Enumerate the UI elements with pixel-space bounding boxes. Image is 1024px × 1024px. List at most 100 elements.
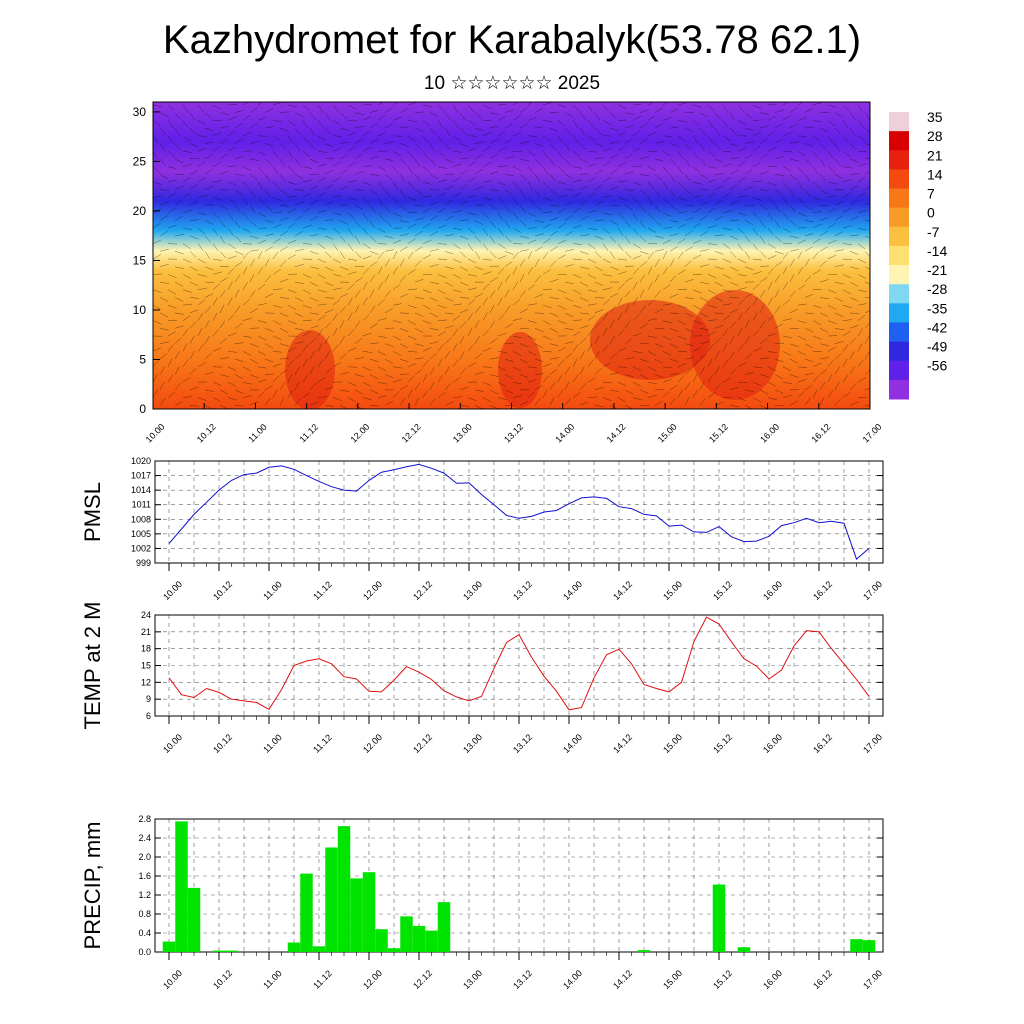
wind-barb: [782, 351, 792, 356]
x-tick-label: 17.00: [861, 422, 884, 445]
wind-barb: [587, 377, 596, 383]
wind-barb: [272, 335, 282, 340]
x-tick-label: 14.12: [611, 579, 634, 602]
wind-barb: [572, 392, 581, 398]
wind-barb: [842, 289, 852, 295]
wind-barb: [212, 347, 222, 352]
wind-barb: [594, 266, 604, 272]
wind-barb: [707, 319, 717, 321]
wind-barb: [707, 343, 714, 352]
wind-barb: [542, 211, 552, 214]
wind-barb: [857, 135, 866, 141]
wind-barb: [797, 117, 807, 121]
wind-barb: [752, 283, 760, 290]
wind-barb: [309, 234, 319, 237]
wind-barb: [639, 220, 646, 229]
x-tick-label: 16.00: [761, 968, 784, 991]
wind-barb: [714, 366, 720, 375]
wind-barb: [834, 398, 842, 406]
wind-barb: [197, 243, 204, 252]
wind-barb: [444, 266, 454, 270]
wind-barb: [527, 391, 535, 398]
wind-barb: [774, 389, 784, 394]
wind-barb: [332, 344, 339, 352]
wind-barb: [167, 179, 177, 183]
wind-barb: [789, 220, 798, 227]
wind-barb: [572, 151, 581, 157]
wind-barb: [594, 368, 602, 375]
precip-bar: [225, 950, 238, 952]
wind-barb: [579, 351, 585, 360]
wind-barb: [302, 289, 312, 295]
wind-barb: [617, 366, 627, 368]
wind-barb: [377, 318, 387, 321]
wind-barb: [579, 158, 589, 163]
colorbar-segment: [889, 226, 909, 247]
wind-barb: [474, 235, 482, 243]
wind-barb: [624, 204, 633, 211]
wind-barb: [489, 204, 498, 211]
wind-barb: [857, 343, 863, 352]
wind-barb: [782, 335, 792, 339]
wind-barb: [227, 351, 237, 353]
wind-barb: [759, 405, 769, 409]
wind-barb: [174, 382, 182, 391]
wind-barb: [182, 192, 191, 198]
wind-barb: [587, 163, 597, 167]
wind-barb: [407, 135, 416, 142]
wind-barb: [782, 266, 788, 275]
wind-barb: [482, 180, 492, 183]
wind-barb: [737, 243, 744, 252]
wind-barb: [669, 258, 675, 267]
wind-barb: [834, 201, 844, 206]
wind-barb: [369, 342, 379, 344]
wind-barb: [302, 243, 312, 245]
wind-barb: [669, 108, 679, 113]
wind-barb: [789, 123, 798, 129]
wind-barb: [624, 357, 634, 360]
wind-barb: [189, 157, 199, 160]
wind-barb: [624, 138, 633, 144]
wind-barb: [542, 375, 550, 383]
wind-barb: [189, 112, 196, 121]
wind-barb: [257, 379, 267, 383]
wind-barb: [167, 274, 177, 278]
wind-barb: [594, 127, 602, 135]
wind-barb: [429, 281, 439, 284]
wind-barb: [257, 391, 265, 398]
wind-barb: [452, 227, 462, 230]
series-line: [168, 616, 870, 711]
wind-barb: [159, 281, 169, 284]
wind-barb: [804, 397, 811, 406]
wind-barb: [609, 127, 619, 131]
wind-barb: [572, 319, 582, 321]
wind-barb: [542, 389, 548, 398]
wind-barb: [324, 112, 331, 121]
wind-barb: [557, 208, 566, 214]
wind-barb: [654, 274, 660, 283]
wind-barb: [647, 102, 654, 106]
series-line: [168, 463, 870, 560]
wind-barb: [752, 397, 762, 403]
wind-barb: [542, 251, 549, 260]
wind-barb: [467, 161, 476, 167]
grid: [155, 614, 883, 717]
wind-barb: [302, 331, 311, 337]
wind-barb: [227, 197, 235, 204]
wind-barb: [707, 274, 717, 279]
wind-barb: [474, 353, 483, 360]
precip-bar: [337, 826, 351, 952]
wind-barb: [662, 227, 672, 229]
wind-barb: [249, 401, 259, 406]
wind-barb: [174, 366, 180, 375]
wind-barb: [707, 392, 716, 398]
x-tick-label: 14.00: [561, 579, 584, 602]
wind-barb: [677, 389, 683, 398]
wind-barb: [579, 143, 587, 151]
wind-barb: [527, 366, 537, 369]
wind-barb: [459, 127, 467, 135]
colorbar-label: 21: [927, 147, 943, 163]
wind-barb: [332, 104, 339, 113]
wind-barb: [564, 158, 571, 166]
wind-barb: [542, 223, 552, 229]
